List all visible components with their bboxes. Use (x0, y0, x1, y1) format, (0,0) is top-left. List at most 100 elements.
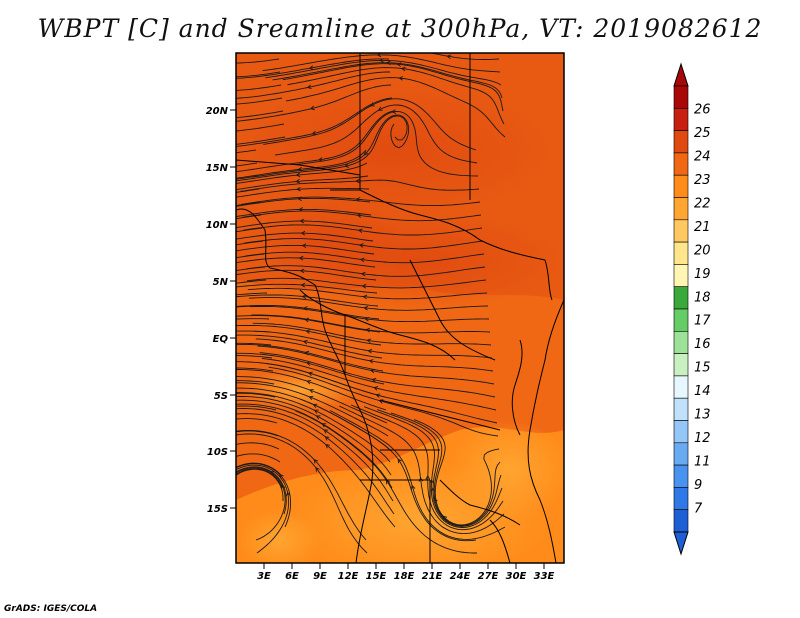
streamline-arrow (285, 491, 291, 497)
colorbar-top-arrow (673, 62, 689, 87)
streamline (243, 224, 483, 236)
streamline-arrow (299, 268, 305, 274)
streamline (236, 463, 292, 528)
streamline-arrow (306, 379, 312, 385)
lat-label-15N: 15N (206, 163, 229, 174)
streamline-arrow (301, 243, 307, 248)
streamline (236, 468, 283, 489)
streamline-arrow (373, 386, 379, 391)
streamline (236, 466, 287, 515)
colorbar-swatch (673, 197, 689, 221)
latitude-axis: 20N 15N 10N 5N EQ 5S 10S 15S (206, 106, 236, 515)
colorbar-bottom-arrow (673, 531, 689, 556)
streamline (274, 104, 478, 164)
colorbar-swatch (673, 85, 689, 109)
lon-label-21E: 21E (422, 571, 443, 582)
streamline (236, 292, 268, 296)
streamline-arrow (302, 339, 308, 345)
streamline (236, 413, 396, 528)
streamline (236, 257, 376, 268)
streamline-arrow (298, 255, 304, 261)
streamline (390, 412, 501, 526)
streamline-arrow (355, 178, 360, 184)
streamline-arrow (365, 327, 371, 333)
streamline-arrow (323, 429, 329, 434)
streamline-arrow (299, 218, 305, 224)
plot-frame (235, 52, 565, 564)
streamline (236, 380, 275, 385)
colorbar-swatch (673, 509, 689, 533)
streamline (236, 232, 374, 242)
streamline (236, 220, 373, 229)
colorbar-swatch (673, 219, 689, 243)
streamline-arrow (308, 388, 314, 394)
colorbar-swatch (673, 264, 689, 287)
colorbar-swatch (673, 420, 689, 444)
streamline (236, 342, 272, 346)
streamline (236, 376, 388, 424)
streamline (236, 294, 379, 307)
colorbar-label: 23 (694, 173, 711, 188)
streamline (251, 114, 410, 178)
streamline-arrow (377, 106, 383, 111)
streamline-arrow (410, 484, 416, 490)
streamline (236, 197, 371, 207)
streamline (428, 53, 500, 60)
streamline (263, 98, 477, 151)
streamline (236, 175, 259, 180)
streamline (236, 97, 283, 105)
streamline (236, 369, 387, 411)
lon-label-24E: 24E (450, 571, 471, 582)
streamline (236, 110, 284, 119)
colorbar: 26 25 24 23 22 21 20 19 18 17 16 15 14 13 12 11 9 7 (673, 62, 711, 556)
colorbar-swatch (673, 353, 689, 377)
streamline-arrow (368, 359, 374, 364)
streamline (236, 84, 282, 91)
colorbar-label: 13 (694, 408, 711, 423)
lon-label-9E: 9E (313, 571, 327, 582)
lon-label-18E: 18E (394, 571, 415, 582)
streamline-arrow (324, 436, 330, 441)
streamline-arrow (369, 102, 375, 107)
streamline (236, 408, 395, 515)
colorbar-label: 25 (694, 126, 711, 141)
streamline-arrow (396, 62, 402, 67)
streamline (236, 367, 274, 372)
streamline (236, 464, 290, 554)
lat-label-20N: 20N (206, 106, 229, 117)
streamline-arrow (358, 243, 364, 248)
streamline (300, 398, 477, 542)
colorbar-swatch (673, 464, 689, 488)
streamline-arrow (281, 484, 286, 490)
streamline-arrow (305, 329, 311, 334)
streamline (246, 277, 487, 289)
lon-label-30E: 30E (506, 571, 527, 582)
country-borders (236, 53, 564, 563)
streamline-arrow (364, 316, 370, 322)
colorbar-label: 7 (694, 502, 703, 517)
streamline (236, 58, 280, 64)
colorbar-swatch (673, 152, 689, 176)
streamline-arrow (325, 443, 330, 449)
streamline (236, 382, 389, 437)
streamline (236, 84, 392, 122)
streamline-arrow (397, 458, 402, 464)
colorbar-label: 17 (694, 314, 711, 329)
streamline-arrow (360, 271, 366, 277)
wbpt-field (236, 53, 564, 563)
colorbar-label: 9 (694, 478, 702, 493)
streamline (257, 345, 495, 385)
streamline (250, 306, 490, 323)
streamline (329, 410, 506, 540)
streamline (236, 110, 394, 173)
streamline (236, 396, 392, 476)
colorbar-label: 20 (694, 243, 711, 258)
streamline (244, 238, 484, 250)
lon-label-6E: 6E (285, 571, 299, 582)
streamline (236, 58, 390, 79)
streamline-arrow (315, 466, 320, 472)
colorbar-label: 21 (694, 220, 711, 235)
streamline-arrow (369, 368, 375, 374)
streamline-arrow (313, 458, 319, 464)
